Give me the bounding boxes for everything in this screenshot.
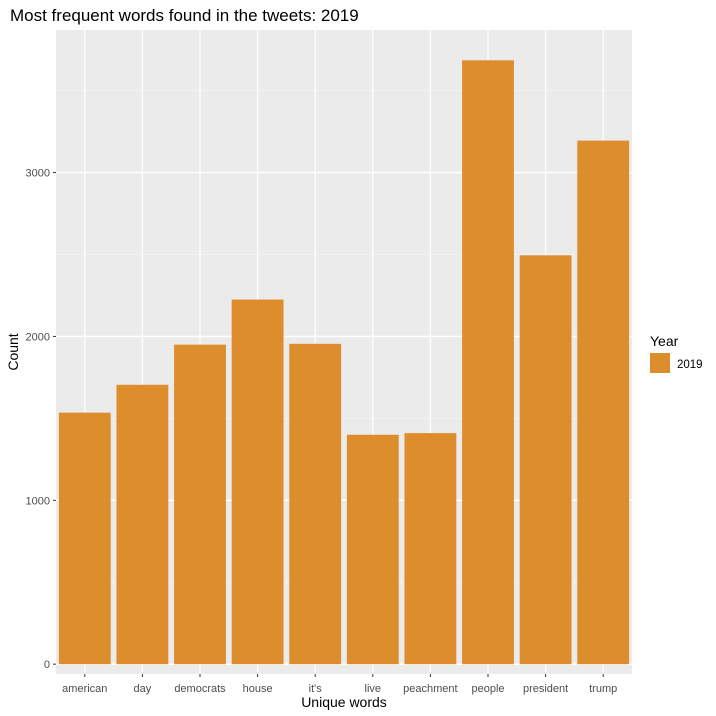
y-axis: 0 1000 2000 3000 xyxy=(26,168,56,671)
legend-label-2019: 2019 xyxy=(677,359,703,371)
bar-its xyxy=(289,343,342,665)
x-tick-label: trump xyxy=(589,683,617,695)
bar-president xyxy=(519,255,572,665)
legend-key-2019 xyxy=(650,353,670,373)
x-tick-label: people xyxy=(471,683,504,695)
x-axis: american day democrats house it's live peachme… xyxy=(62,674,617,695)
legend: Year 2019 xyxy=(650,333,703,373)
bars xyxy=(58,60,630,665)
bar-day xyxy=(116,384,169,665)
x-tick-label: it's xyxy=(309,683,323,695)
x-tick-label: day xyxy=(134,683,152,695)
bar-american xyxy=(58,412,111,665)
bar-live xyxy=(346,434,399,665)
x-tick-label: president xyxy=(523,683,568,695)
y-tick-label: 2000 xyxy=(26,331,50,343)
bar-democrats xyxy=(174,344,226,665)
bar-people xyxy=(462,60,514,665)
y-tick-label: 1000 xyxy=(26,495,50,507)
y-tick-label: 3000 xyxy=(26,168,50,180)
x-tick-label: democrats xyxy=(174,683,226,695)
bar-house xyxy=(231,299,284,665)
bar-trump xyxy=(577,140,630,665)
legend-title: Year xyxy=(650,333,679,349)
x-tick-label: peachment xyxy=(403,683,457,695)
x-tick-label: house xyxy=(243,683,273,695)
chart-title: Most frequent words found in the tweets:… xyxy=(10,6,359,25)
x-axis-title: Unique words xyxy=(301,694,387,710)
y-axis-title: Count xyxy=(5,333,21,370)
y-tick-label: 0 xyxy=(44,659,50,671)
x-tick-label: american xyxy=(62,683,107,695)
x-tick-label: live xyxy=(365,683,382,695)
bar-peachment xyxy=(404,433,457,665)
